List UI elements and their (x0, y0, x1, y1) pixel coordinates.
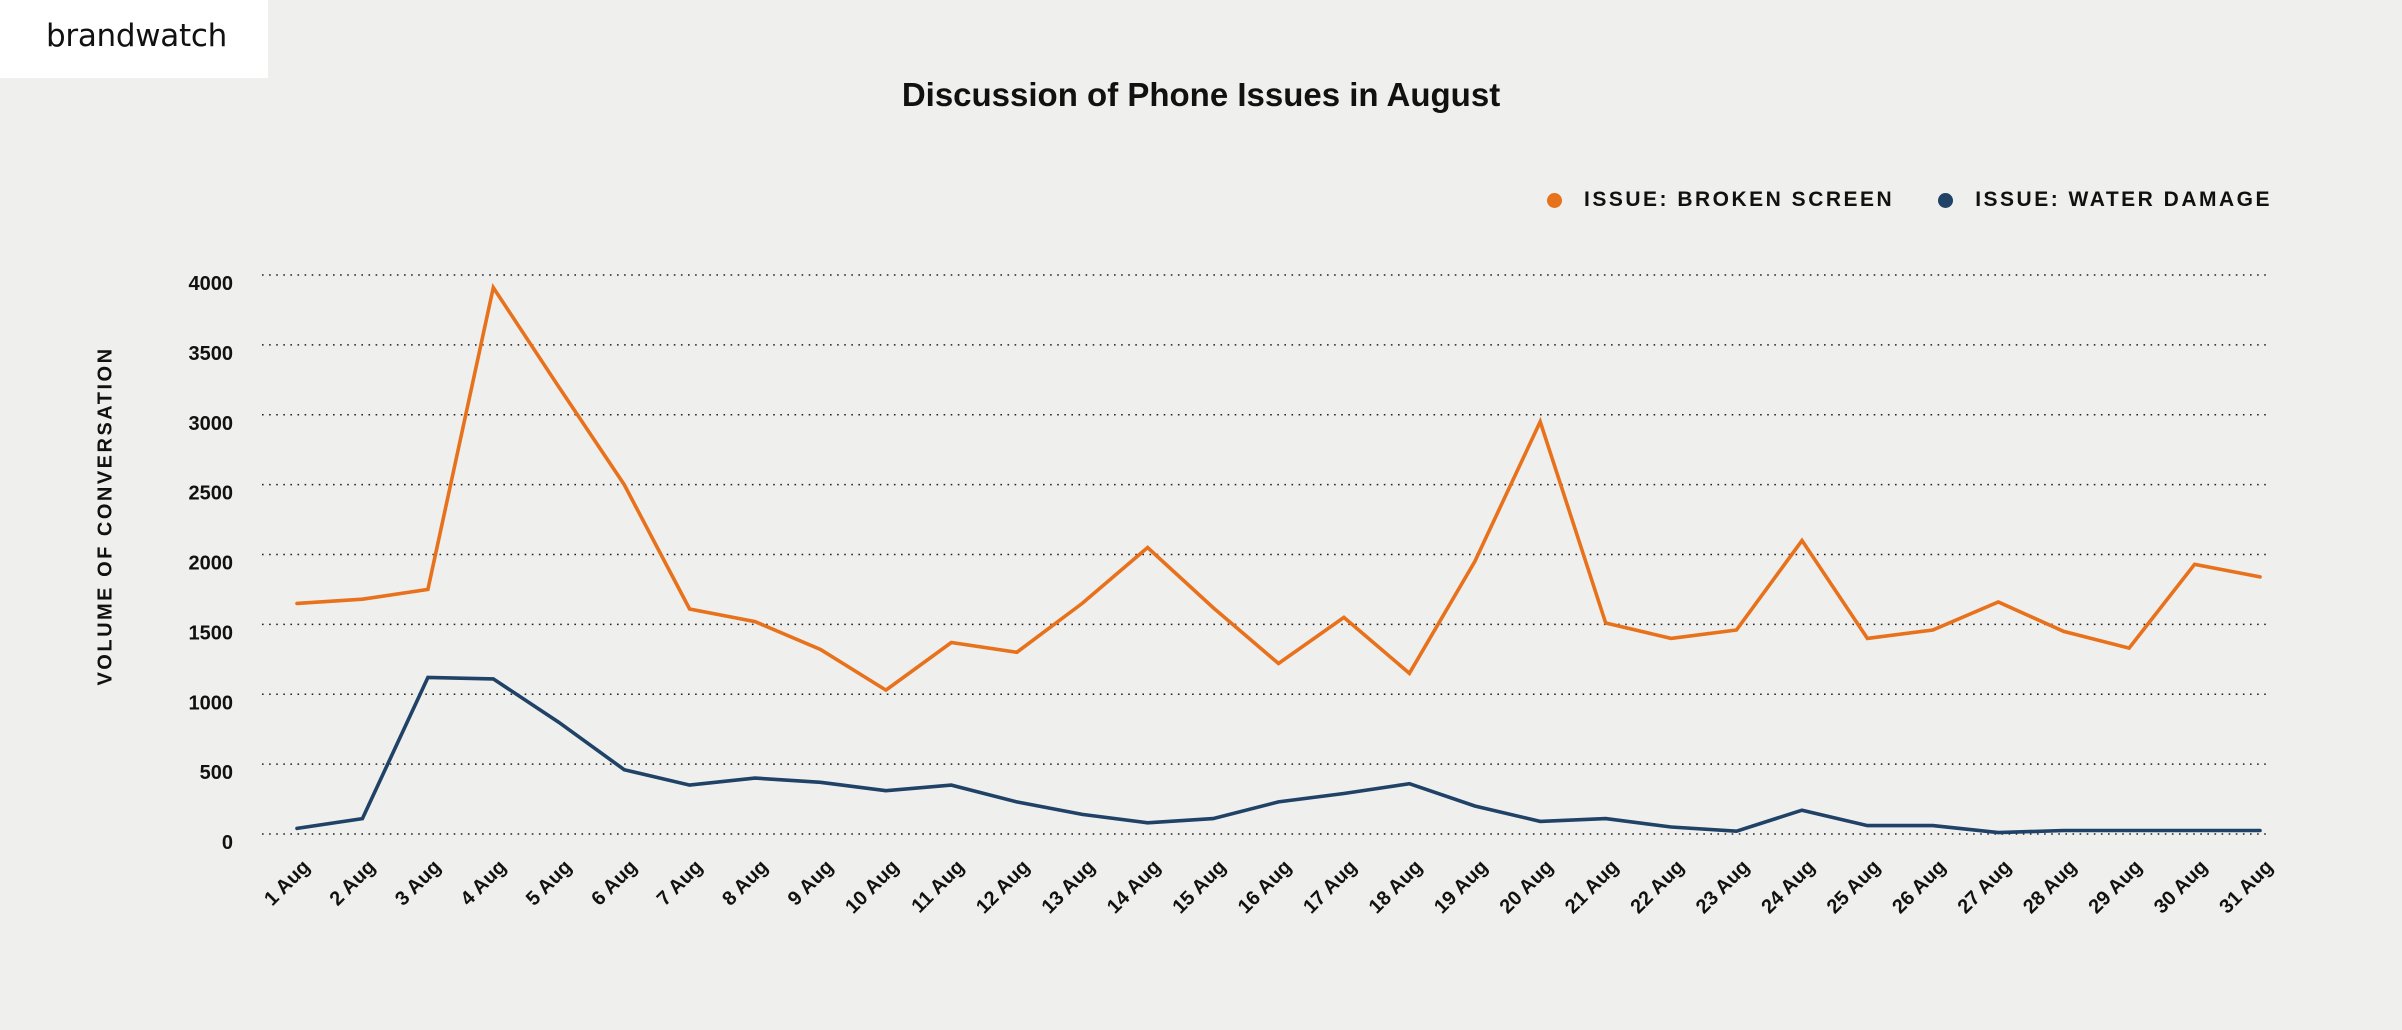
y-tick-label-1500: 1500 (189, 622, 234, 644)
legend-marker-water-damage (1938, 192, 1954, 208)
y-tick-label-1000: 1000 (189, 692, 234, 714)
x-tick-label-16: 16 Aug (1234, 856, 1296, 918)
y-tick-label-3500: 3500 (189, 343, 234, 365)
x-tick-label-7: 7 Aug (653, 856, 707, 910)
x-tick-label-11: 11 Aug (907, 856, 968, 917)
x-tick-label-10: 10 Aug (841, 856, 903, 918)
y-tick-label-0: 0 (222, 832, 233, 854)
x-tick-label-29: 29 Aug (2084, 856, 2146, 918)
y-tick-label-3000: 3000 (189, 413, 234, 435)
x-tick-label-19: 19 Aug (1430, 856, 1492, 918)
x-tick-label-20: 20 Aug (1496, 856, 1558, 918)
series-line-water-damage (295, 675, 2262, 835)
x-tick-label-1: 1 Aug (260, 856, 314, 910)
y-tick-label-4000: 4000 (189, 273, 234, 295)
x-tick-label-26: 26 Aug (1888, 856, 1950, 918)
x-tick-label-24: 24 Aug (1757, 856, 1819, 918)
x-tick-label-28: 28 Aug (2019, 856, 2081, 918)
legend-item-broken-screen: ISSUE: BROKEN SCREEN (1547, 188, 1894, 212)
x-tick-label-5: 5 Aug (522, 856, 576, 910)
x-tick-label-3: 3 Aug (391, 856, 445, 910)
y-tick-label-2500: 2500 (189, 483, 234, 505)
x-tick-label-4: 4 Aug (457, 856, 511, 910)
logo-container: brandwatch (0, 0, 268, 78)
y-tick-label-500: 500 (200, 762, 233, 784)
x-tick-label-13: 13 Aug (1038, 856, 1100, 918)
y-tick-label-2000: 2000 (189, 553, 234, 575)
chart-legend: ISSUE: BROKEN SCREEN ISSUE: WATER DAMAGE (1547, 188, 2272, 212)
x-tick-label-27: 27 Aug (1954, 856, 2016, 918)
chart-title: Discussion of Phone Issues in August (901, 76, 1501, 113)
x-tick-label-17: 17 Aug (1299, 856, 1361, 918)
legend-marker-broken-screen (1547, 192, 1562, 208)
x-tick-label-21: 21 Aug (1561, 856, 1623, 918)
x-tick-label-6: 6 Aug (587, 856, 641, 910)
legend-item-water-damage: ISSUE: WATER DAMAGE (1938, 188, 2272, 212)
x-tick-label-2: 2 Aug (326, 856, 380, 910)
x-tick-label-9: 9 Aug (784, 856, 838, 910)
legend-label-water-damage: ISSUE: WATER DAMAGE (1975, 188, 2272, 211)
x-tick-label-12: 12 Aug (972, 856, 1034, 918)
x-tick-label-31: 31 Aug (2215, 856, 2277, 918)
x-tick-label-18: 18 Aug (1365, 856, 1427, 918)
x-tick-label-22: 22 Aug (1626, 856, 1688, 918)
x-tick-label-8: 8 Aug (718, 856, 772, 910)
x-tick-label-15: 15 Aug (1168, 856, 1230, 918)
x-tick-label-23: 23 Aug (1692, 856, 1754, 918)
legend-label-broken-screen: ISSUE: BROKEN SCREEN (1584, 188, 1895, 211)
x-tick-label-30: 30 Aug (2150, 856, 2212, 918)
series-line-broken-screen (295, 283, 2262, 693)
x-tick-label-14: 14 Aug (1103, 856, 1165, 918)
x-tick-label-25: 25 Aug (1823, 856, 1885, 918)
brand-logo: brandwatch (46, 18, 227, 54)
